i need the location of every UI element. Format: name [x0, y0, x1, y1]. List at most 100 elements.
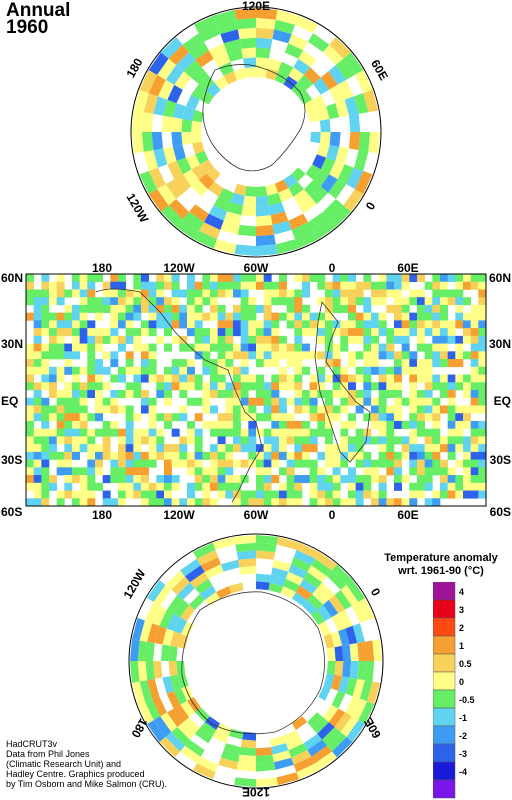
- grid-cell: [95, 335, 103, 344]
- grid-cell: [156, 428, 165, 437]
- polar-cell: [196, 549, 219, 566]
- grid-cell: [118, 405, 126, 414]
- grid-cell: [41, 482, 50, 491]
- grid-cell: [87, 498, 96, 507]
- grid-cell: [478, 304, 487, 313]
- grid-cell: [225, 451, 234, 460]
- grid-cell: [279, 413, 287, 422]
- polar-cell: [318, 685, 331, 701]
- grid-cell: [348, 382, 356, 391]
- grid-cell: [263, 413, 272, 422]
- north-polar-map: 120E 180 60E 120W 0: [123, 0, 391, 258]
- grid-cell: [156, 390, 165, 399]
- grid-cell: [118, 451, 126, 460]
- grid-cell: [118, 459, 126, 468]
- south-label-120w: 120W: [121, 566, 149, 601]
- grid-cell: [110, 351, 119, 360]
- credit-hadley: Hadley Centre. Graphics produced: [6, 769, 145, 779]
- polar-cell: [174, 174, 192, 193]
- grid-cell: [363, 366, 372, 375]
- grid-cell: [286, 459, 295, 468]
- grid-cell: [424, 428, 433, 437]
- grid-cell: [125, 297, 134, 306]
- grid-cell: [332, 444, 341, 453]
- polar-cell: [165, 732, 185, 752]
- grid-cell: [33, 467, 42, 476]
- grid-cell: [49, 351, 57, 360]
- polar-cell: [159, 737, 180, 758]
- grid-cell: [87, 436, 96, 445]
- polar-cell: [267, 192, 282, 206]
- grid-cell: [248, 420, 257, 429]
- grid-cell: [133, 475, 142, 484]
- grid-cell: [64, 390, 73, 399]
- grid-cell: [325, 482, 333, 491]
- polar-cell: [132, 132, 144, 154]
- grid-cell: [340, 335, 349, 344]
- grid-cell: [317, 320, 326, 329]
- grid-cell: [248, 413, 257, 422]
- grid-cell: [340, 297, 349, 306]
- grid-cell: [194, 351, 203, 360]
- polar-cell: [323, 673, 335, 689]
- south-map-cells: [130, 535, 382, 787]
- grid-cell: [455, 490, 464, 499]
- grid-cell: [41, 312, 50, 321]
- grid-cell: [164, 482, 172, 491]
- grid-cell: [348, 320, 356, 329]
- grid-cell: [26, 281, 34, 290]
- grid-cell: [187, 397, 195, 406]
- polar-cell: [342, 661, 352, 678]
- grid-cell: [432, 343, 441, 352]
- credit-authors: by Tim Osborn and Mike Salmon (CRU).: [6, 779, 168, 789]
- grid-cell: [156, 482, 165, 491]
- polar-cell: [145, 641, 155, 661]
- grid-cell: [26, 366, 34, 375]
- grid-cell: [325, 289, 333, 298]
- grid-cell: [325, 490, 333, 499]
- grid-cell: [148, 451, 157, 460]
- grid-cell: [210, 459, 218, 468]
- grid-cell: [26, 436, 34, 445]
- grid-cell: [56, 366, 65, 375]
- polar-cell: [256, 234, 276, 247]
- legend-swatch: [433, 671, 456, 691]
- polar-cell: [160, 644, 170, 661]
- polar-cell: [256, 8, 278, 20]
- grid-cell: [463, 413, 471, 422]
- grid-cell: [263, 482, 272, 491]
- grid-cell: [233, 420, 241, 429]
- grid-cell: [463, 281, 471, 290]
- grid-cell: [179, 451, 188, 460]
- global-grid-map: 180 120W 60W 0 60E 180 120W 60W 0 60E 60N30NEQ30…: [1, 262, 511, 520]
- grid-cell: [340, 328, 349, 337]
- polar-cell: [139, 171, 158, 194]
- legend-label: 3: [459, 605, 464, 615]
- polar-cell: [269, 735, 286, 748]
- grid-cell: [141, 320, 149, 329]
- grid-cell: [125, 420, 134, 429]
- grid-cell: [294, 374, 303, 383]
- polar-cell: [157, 184, 177, 206]
- grid-cell: [171, 366, 180, 375]
- polar-cell: [168, 199, 189, 220]
- grid-cell: [447, 444, 456, 453]
- grid-cell: [378, 366, 387, 375]
- polar-cell: [195, 150, 209, 165]
- grid-cell: [348, 274, 356, 283]
- grid-cell: [64, 444, 73, 453]
- polar-cell: [330, 631, 343, 648]
- polar-cell: [331, 690, 346, 709]
- polar-cell: [299, 578, 318, 594]
- grid-cell: [79, 498, 88, 507]
- grid-cell: [279, 451, 287, 460]
- grid-cell: [432, 359, 441, 368]
- grid-cell: [217, 274, 226, 283]
- polar-cell: [256, 47, 271, 59]
- grid-cell: [309, 428, 318, 437]
- grid-cell: [95, 374, 103, 383]
- grid-cell: [363, 451, 372, 460]
- polar-cell: [153, 716, 172, 737]
- grid-cell: [187, 374, 195, 383]
- grid-cell: [309, 459, 318, 468]
